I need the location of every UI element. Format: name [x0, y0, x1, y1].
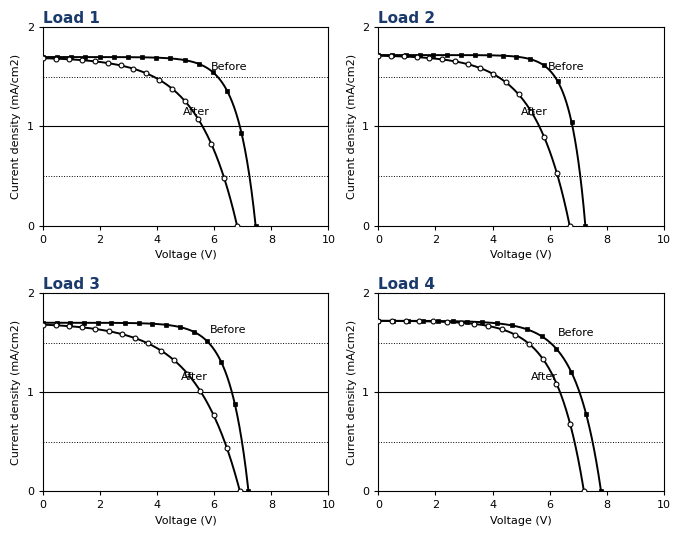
Y-axis label: Current density (mA/cm2): Current density (mA/cm2)	[11, 320, 21, 465]
Text: After: After	[521, 106, 548, 117]
Y-axis label: Current density (mA/cm2): Current density (mA/cm2)	[11, 54, 21, 199]
Text: Load 3: Load 3	[43, 277, 100, 292]
Y-axis label: Current density (mA/cm2): Current density (mA/cm2)	[346, 54, 357, 199]
X-axis label: Voltage (V): Voltage (V)	[490, 250, 552, 260]
Text: Load 4: Load 4	[379, 277, 435, 292]
X-axis label: Voltage (V): Voltage (V)	[155, 250, 216, 260]
Y-axis label: Current density (mA/cm2): Current density (mA/cm2)	[346, 320, 357, 465]
X-axis label: Voltage (V): Voltage (V)	[490, 516, 552, 526]
Text: Before: Before	[558, 328, 595, 338]
Text: After: After	[183, 106, 209, 117]
X-axis label: Voltage (V): Voltage (V)	[155, 516, 216, 526]
Text: Before: Before	[211, 62, 248, 72]
Text: After: After	[531, 372, 558, 382]
Text: Load 1: Load 1	[43, 11, 100, 26]
Text: After: After	[181, 372, 208, 382]
Text: Before: Before	[210, 325, 246, 335]
Text: Load 2: Load 2	[379, 11, 435, 26]
Text: Before: Before	[548, 62, 584, 72]
